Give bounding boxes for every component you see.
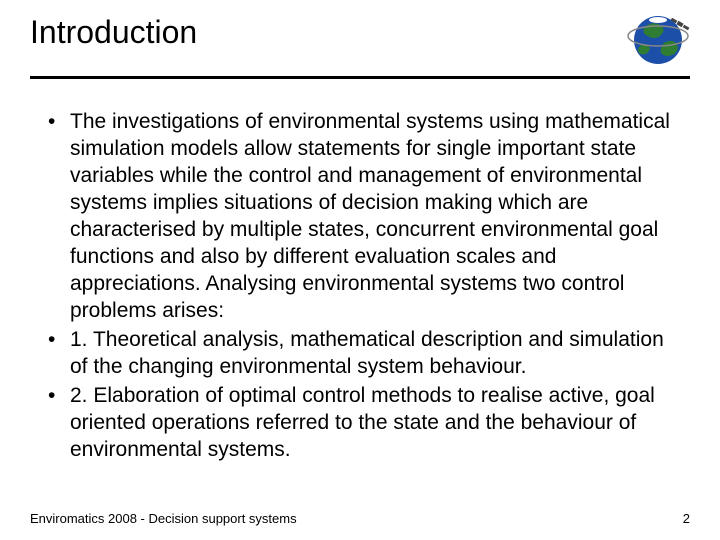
earth-satellite-logo — [626, 6, 690, 70]
body: • The investigations of environmental sy… — [48, 108, 680, 465]
footer: Enviromatics 2008 - Decision support sys… — [30, 511, 690, 526]
slide-title: Introduction — [30, 14, 690, 51]
bullet-item: • 2. Elaboration of optimal control meth… — [48, 382, 680, 463]
header: Introduction — [30, 14, 690, 51]
footer-text: Enviromatics 2008 - Decision support sys… — [30, 511, 297, 526]
bullet-text: 2. Elaboration of optimal control method… — [70, 382, 680, 463]
slide: Introduction • The investigations of env… — [0, 0, 720, 540]
bullet-dot: • — [48, 326, 70, 380]
bullet-dot: • — [48, 382, 70, 463]
title-underline — [30, 76, 690, 79]
bullet-text: The investigations of environmental syst… — [70, 108, 680, 324]
bullet-dot: • — [48, 108, 70, 324]
page-number: 2 — [683, 511, 690, 526]
bullet-item: • The investigations of environmental sy… — [48, 108, 680, 324]
bullet-text: 1. Theoretical analysis, mathematical de… — [70, 326, 680, 380]
bullet-item: • 1. Theoretical analysis, mathematical … — [48, 326, 680, 380]
